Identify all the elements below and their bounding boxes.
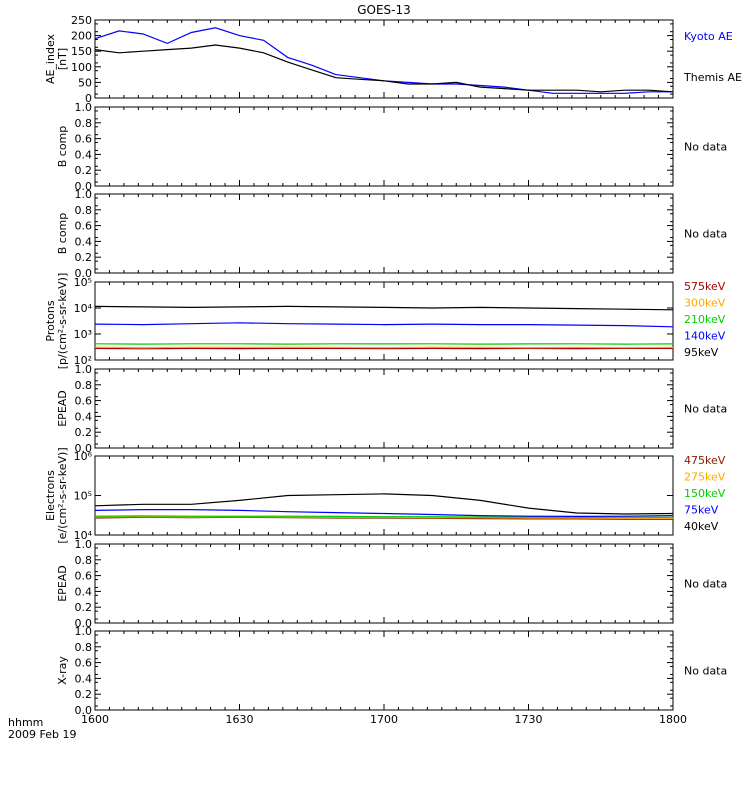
series-line-150kev [94,515,673,518]
date-label: 2009 Feb 19 [8,728,76,741]
y-axis-title: EPEAD [56,390,69,427]
y-tick-label: 0.0 [75,180,93,193]
legend-entry: 150keV [684,487,726,500]
y-tick-label: 0.8 [75,554,93,567]
series-line-themis-ae [94,44,674,93]
y-tick-label: 0.0 [75,442,93,455]
y-tick-label: 0.6 [75,570,93,583]
legend-entry: 75keV [684,504,719,517]
y-tick-label: 150 [71,45,92,58]
y-tick-label: 0.4 [75,235,93,248]
y-tick-label: 0.8 [75,117,93,130]
y-tick-label: 0.4 [75,148,93,161]
panel-3-frame [94,193,674,274]
y-tick-label: 0.8 [75,641,93,654]
legend-entry: 275keV [684,471,726,484]
y-tick-label: 100 [71,61,92,74]
y-tick-label: 1.0 [75,363,93,376]
series-line-140kev [94,322,674,328]
x-tick-label: 1700 [370,713,398,726]
y-tick-label: 1.0 [75,625,93,638]
y-axis-title: Protons [44,300,57,341]
y-tick-label: 0.0 [75,617,93,630]
y-axis-title: [nT] [56,48,69,70]
y-tick-label: 0.4 [75,672,93,685]
y-tick-label: 1.0 [75,538,93,551]
y-axis-title: B comp [56,126,69,168]
no-data-label: No data [684,665,727,678]
no-data-label: No data [684,578,727,591]
y-tick-label: 10⁴ [74,302,93,315]
y-tick-label: 200 [71,30,92,43]
y-tick-label: 10² [74,354,92,367]
y-tick-label: 10⁴ [74,529,93,542]
y-tick-label: 10⁵ [74,276,92,289]
legend-entry: Kyoto AE [684,30,733,43]
legend-entry: 95keV [684,346,719,359]
series-line-40kev [94,493,674,515]
no-data-label: No data [684,228,727,241]
legend-entry: 300keV [684,297,726,310]
series-line-75kev [94,509,674,518]
panel-7-frame [94,543,674,624]
y-axis-title: X-ray [56,656,69,685]
series-line-95kev [94,305,674,311]
series-line-475kev [94,516,673,520]
x-tick-label: 1630 [226,713,254,726]
y-tick-label: 250 [71,14,92,27]
y-tick-label: 10⁵ [74,490,92,503]
panel-1-frame [94,19,674,99]
y-axis-title: [e/(cm²-s-sr-keV)] [56,447,69,543]
x-tick-label: 1730 [515,713,543,726]
legend-entry: 575keV [684,280,726,293]
y-axis-title: [p/(cm²-s-sr-keV)] [56,273,69,370]
legend-entry: 210keV [684,313,726,326]
x-tick-label: 1600 [81,713,109,726]
legend-entry: 475keV [684,454,726,467]
no-data-label: No data [684,403,727,416]
y-tick-label: 0.0 [75,267,93,280]
x-tick-label: 1800 [659,713,687,726]
y-axis-title: EPEAD [56,565,69,602]
no-data-label: No data [684,141,727,154]
legend-entry: 40keV [684,520,719,533]
y-tick-label: 10⁶ [74,450,93,463]
panels: 0 50 100 150 200 250 AE_index [nT] Kyoto AE Themi… [44,14,742,726]
y-axis-title: B comp [56,213,69,255]
legend-entry: Themis AE [683,71,742,84]
y-tick-label: 10³ [74,328,92,341]
y-tick-label: 1.0 [75,101,93,114]
y-tick-label: 0.2 [75,688,93,701]
y-tick-label: 0.6 [75,395,93,408]
y-tick-label: 0.2 [75,601,93,614]
y-tick-label: 0.4 [75,585,93,598]
y-tick-label: 50 [78,76,92,89]
panel-6-frame [94,455,674,536]
y-tick-label: 0.6 [75,657,93,670]
panel-2-frame [94,106,674,187]
y-tick-label: 0 [85,92,92,105]
y-tick-label: 0.0 [75,704,93,717]
panel-8-frame [94,630,674,711]
y-axis-title: Electrons [44,470,57,521]
y-tick-label: 0.6 [75,220,93,233]
y-tick-label: 0.8 [75,204,93,217]
y-tick-label: 0.2 [75,164,93,177]
series-line-kyoto-ae [94,27,673,94]
y-tick-label: 0.2 [75,426,93,439]
y-tick-label: 0.8 [75,379,93,392]
y-tick-label: 0.6 [75,133,93,146]
chart-title: GOES-13 [357,3,411,17]
y-tick-label: 1.0 [75,188,93,201]
y-tick-label: 0.2 [75,251,93,264]
y-axis-title: AE_index [44,33,57,84]
panel-5-frame [94,368,674,449]
x-axis-label: hhmm [8,716,43,729]
y-tick-label: 0.4 [75,410,93,423]
legend-entry: 140keV [684,330,726,343]
